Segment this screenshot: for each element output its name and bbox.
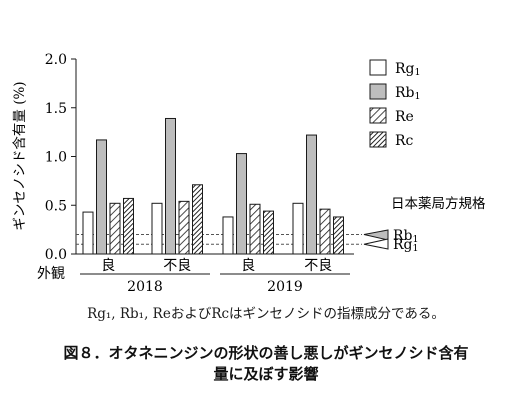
bar [222,216,234,255]
chart: 0.00.51.01.52.0 ギンセノシド含有量 (%) Rb1Rg1日本薬局… [12,52,486,295]
caption-line-2: 量に及ぼす影響 [213,365,319,383]
y-tick-label: 1.5 [45,101,67,117]
caption-line-1: 図８．オタネニンジンの形状の善し悪しがギンセノシド含有 [63,344,469,362]
legend-swatch [369,83,387,100]
bar [96,139,107,255]
legend: Rg1 Rb1 Re Rc [369,59,421,149]
appearance-label: 良 [241,258,255,274]
bar [333,216,344,255]
year-label: 2019 [267,279,303,295]
legend-label: Rg1 [395,61,421,78]
y-tick-label: 2.0 [45,52,67,68]
legend-label: Rc [395,133,414,149]
bar [192,184,203,255]
bar [319,208,331,255]
legend-label: Rb1 [395,85,421,102]
year-label: 2018 [127,279,163,295]
standard-marker [363,238,389,250]
x-axis-labels: 外観良不良良不良2018 2019 [37,258,350,295]
standard-label: Rb1 [393,228,419,245]
bar [236,153,247,255]
appearance-label: 不良 [304,258,332,274]
bar [165,117,176,255]
standard-title: 日本薬局方規格 [391,196,486,212]
footnote: Rg₁, Rb₁, ReおよびRcはギンセノシドの指標成分である。 [87,306,445,322]
bar [249,203,261,255]
y-axis: 0.0 0.5 1.0 1.5 2.0 [45,52,77,263]
bar [306,134,317,255]
legend-swatch [369,131,387,148]
bar [151,202,163,255]
legend-label: Re [395,109,414,125]
y-axis-label: ギンセノシド含有量 (%) [12,81,28,230]
bar [292,202,304,255]
bar [82,211,94,255]
y-tick-label: 0.0 [45,247,67,263]
appearance-label: 良 [101,258,115,274]
legend-swatch [369,107,387,124]
row-label: 外観 [37,265,65,282]
legend-swatch [369,59,387,76]
y-tick-label: 1.0 [45,150,67,166]
bars [82,117,344,255]
bar [178,200,190,255]
standard-marker [363,229,389,241]
bar [123,197,134,255]
y-tick-label: 0.5 [45,198,67,214]
figure-caption: 図８．オタネニンジンの形状の善し悪しがギンセノシド含有 量に及ぼす影響 [20,343,512,385]
bar [263,210,274,255]
appearance-label: 不良 [163,258,191,274]
bar [109,202,121,255]
standard-label: Rg1 [393,237,419,254]
